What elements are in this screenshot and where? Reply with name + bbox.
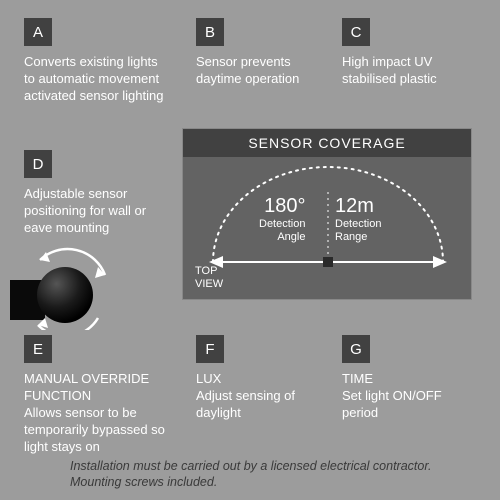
angle-value: 180° [259, 195, 305, 218]
feature-e-text: Allows sensor to be temporarily bypassed… [24, 405, 184, 456]
feature-f-text: Adjust sensing of daylight [196, 388, 306, 422]
range-label: DetectionRange [335, 218, 381, 243]
letter-box-c: C [342, 18, 370, 46]
feature-c: C High impact UV stabilised plastic [342, 18, 462, 88]
range-block: 12m DetectionRange [335, 195, 381, 243]
angle-label: DetectionAngle [259, 218, 305, 243]
installation-note: Installation must be carried out by a li… [70, 458, 432, 491]
feature-g: G TIME Set light ON/OFF period [342, 335, 462, 422]
letter-box-a: A [24, 18, 52, 46]
range-value: 12m [335, 195, 381, 218]
coverage-arc-svg [183, 157, 473, 299]
letter-box-f: F [196, 335, 224, 363]
feature-f: F LUX Adjust sensing of daylight [196, 335, 306, 422]
feature-g-text: Set light ON/OFF period [342, 388, 462, 422]
sensor-coverage-panel: SENSOR COVERAGE 180° DetectionAngle 12m … [182, 128, 472, 300]
feature-a-text: Converts existing lights to automatic mo… [24, 54, 164, 105]
installation-line2: Mounting screws included. [70, 474, 432, 490]
letter-box-b: B [196, 18, 224, 46]
feature-d-text: Adjustable sensor positioning for wall o… [24, 186, 164, 237]
feature-e-title: MANUAL OVERRIDE FUNCTION [24, 371, 184, 405]
feature-b-text: Sensor prevents daytime operation [196, 54, 316, 88]
feature-d: D Adjustable sensor positioning for wall… [24, 150, 164, 237]
feature-c-text: High impact UV stabilised plastic [342, 54, 462, 88]
feature-e: E MANUAL OVERRIDE FUNCTION Allows sensor… [24, 335, 184, 455]
top-view-label: TOPVIEW [195, 265, 223, 290]
letter-box-e: E [24, 335, 52, 363]
sensor-illustration [10, 240, 140, 330]
feature-f-title: LUX [196, 371, 306, 388]
angle-block: 180° DetectionAngle [259, 195, 305, 243]
diagram-body: 180° DetectionAngle 12m DetectionRange T… [183, 157, 471, 297]
letter-box-g: G [342, 335, 370, 363]
diagram-header: SENSOR COVERAGE [183, 129, 471, 157]
letter-box-d: D [24, 150, 52, 178]
feature-g-title: TIME [342, 371, 462, 388]
feature-b: B Sensor prevents daytime operation [196, 18, 316, 88]
installation-line1: Installation must be carried out by a li… [70, 458, 432, 474]
feature-a: A Converts existing lights to automatic … [24, 18, 164, 105]
